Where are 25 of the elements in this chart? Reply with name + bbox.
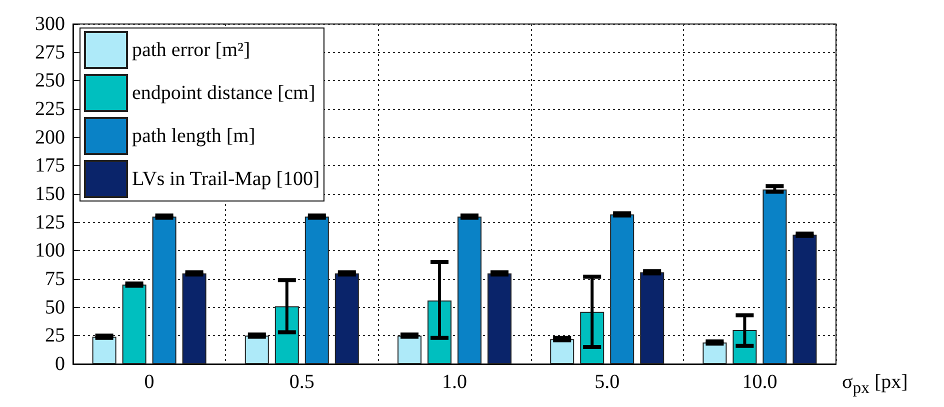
y-tick-label: 300	[35, 13, 65, 35]
y-tick-label: 125	[35, 211, 65, 234]
x-axis-title: σ$_{px}$ [px]	[842, 370, 908, 399]
legend-label: path length [m]	[132, 125, 256, 147]
y-tick-label: 275	[35, 41, 65, 64]
bar	[92, 336, 116, 364]
y-tick-label: 100	[35, 240, 65, 262]
bar	[182, 273, 206, 364]
legend-label: path error [m²]	[132, 39, 250, 61]
legend-label: LVs in Trail-Map [100]	[132, 168, 320, 190]
y-tick-label: 50	[45, 296, 65, 318]
x-tick-label: 10.0	[742, 371, 778, 393]
y-tick-label: 75	[45, 268, 65, 290]
y-tick-label: 25	[45, 324, 65, 347]
x-tick-label: 1.0	[442, 371, 467, 393]
y-tick-label: 175	[35, 154, 65, 177]
y-tick-label: 225	[35, 98, 65, 120]
x-tick-label: 0	[144, 371, 154, 393]
x-tick-label: 0.5	[289, 371, 314, 393]
legend-label: endpoint distance [cm]	[132, 82, 316, 104]
y-tick-label: 250	[35, 70, 65, 92]
x-tick-label: 5.0	[594, 371, 620, 393]
y-tick-label: 150	[35, 183, 65, 205]
y-tick-label: 200	[35, 126, 65, 148]
y-tick-label: 0	[55, 353, 65, 375]
